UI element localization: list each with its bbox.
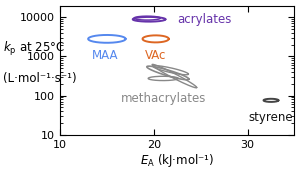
Text: MAA: MAA [92,50,118,62]
Text: styrene: styrene [249,111,293,124]
X-axis label: $E_{\mathrm{A}}$ (kJ·mol⁻¹): $E_{\mathrm{A}}$ (kJ·mol⁻¹) [140,152,214,169]
Text: acrylates: acrylates [177,13,232,26]
Text: methacrylates: methacrylates [121,92,206,105]
Text: VAc: VAc [145,50,166,62]
Text: $k_{\mathrm{p}}$ at 25°C: $k_{\mathrm{p}}$ at 25°C [3,40,65,58]
Text: (L·mol⁻¹·s⁻¹): (L·mol⁻¹·s⁻¹) [3,72,76,85]
